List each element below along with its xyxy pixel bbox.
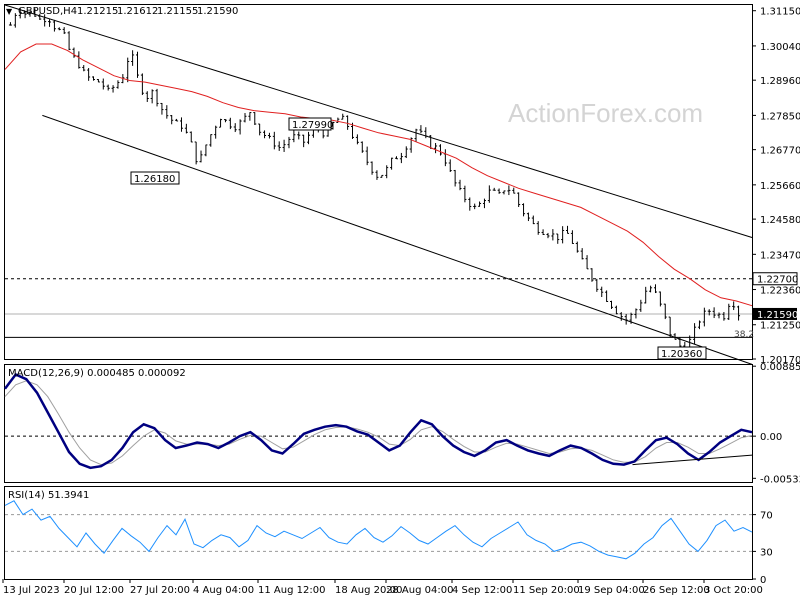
rsi-line bbox=[4, 500, 753, 560]
macd-tick-label: 0.00 bbox=[760, 432, 782, 443]
rsi-tick-label: 0 bbox=[760, 575, 766, 586]
macd-line bbox=[4, 372, 753, 470]
resistance-tag: 1.22700 bbox=[757, 275, 798, 286]
current-tag: 1.21590 bbox=[757, 310, 798, 321]
macd-tick-label: 0.00885 bbox=[760, 362, 800, 373]
macd-title: MACD(12,26,9) 0.000485 0.000092 bbox=[8, 368, 186, 379]
watermark: ActionForex.com bbox=[508, 98, 703, 128]
current-tag-box bbox=[753, 307, 797, 320]
low-label-2: 1.20360 bbox=[661, 349, 702, 360]
macd-tick-label: -0.005334 bbox=[760, 474, 800, 485]
x-tick-label: 27 Jul 20:00 bbox=[130, 585, 190, 596]
resistance-tag-box bbox=[752, 272, 798, 286]
close-value: 1.21590 bbox=[197, 6, 238, 17]
price-tick-label: 1.23470 bbox=[760, 250, 800, 261]
channel-lower-line bbox=[42, 114, 753, 365]
price-tick-label: 1.20170 bbox=[760, 355, 800, 366]
price-tick-label: 1.21250 bbox=[760, 321, 800, 332]
price-tick-label: 1.28960 bbox=[760, 76, 800, 87]
rsi-panel-frame bbox=[4, 486, 753, 580]
macd-divergence-line bbox=[632, 454, 753, 466]
x-tick-label: 11 Aug 12:00 bbox=[258, 585, 325, 596]
price-tick-label: 1.26770 bbox=[760, 146, 800, 157]
low-label-1: 1.26180 bbox=[134, 174, 175, 185]
x-tick-label: 26 Sep 12:00 bbox=[643, 585, 710, 596]
fib-label: 38.2 bbox=[734, 330, 754, 340]
x-tick-label: 4 Sep 12:00 bbox=[452, 585, 512, 596]
x-tick-label: 18 Aug 20:00 bbox=[335, 585, 402, 596]
price-tick-label: 1.30040 bbox=[760, 42, 800, 53]
rsi-tick-label: 70 bbox=[760, 511, 773, 522]
x-tick-label: 4 Aug 04:00 bbox=[193, 585, 254, 596]
x-tick-label: 20 Jul 12:00 bbox=[64, 585, 124, 596]
macd-panel-frame bbox=[4, 364, 753, 483]
high-label: 1.27990 bbox=[292, 120, 333, 131]
symbol-label: GBPUSD,H4 bbox=[18, 6, 77, 17]
price-tick-label: 1.27850 bbox=[760, 111, 800, 122]
collapse-triangle-icon[interactable]: ▼ bbox=[6, 7, 13, 16]
moving-average-line bbox=[4, 43, 753, 307]
low-label-1-box bbox=[130, 171, 180, 185]
rsi-title: RSI(14) 51.3941 bbox=[8, 490, 89, 501]
price-tick-label: 1.22360 bbox=[760, 286, 800, 297]
x-tick-label: 3 Oct 20:00 bbox=[704, 585, 763, 596]
rsi-tick-label: 30 bbox=[760, 547, 773, 558]
price-panel-frame bbox=[4, 4, 753, 360]
channel-upper-line bbox=[4, 4, 753, 238]
x-tick-label: 11 Sep 20:00 bbox=[513, 585, 580, 596]
x-tick-label: 19 Sep 04:00 bbox=[578, 585, 645, 596]
x-tick-label: 28 Aug 04:00 bbox=[386, 585, 453, 596]
x-tick-label: 13 Jul 2023 bbox=[3, 585, 60, 596]
price-tick-label: 1.25660 bbox=[760, 181, 800, 192]
low-label-2-box bbox=[657, 346, 707, 360]
low-value: 1.21155 bbox=[157, 6, 198, 17]
high-value: 1.21612 bbox=[117, 6, 158, 17]
open-value: 1.21215 bbox=[77, 6, 118, 17]
macd-signal-line bbox=[4, 380, 753, 466]
price-tick-label: 1.24580 bbox=[760, 215, 800, 226]
price-tick-label: 1.31150 bbox=[760, 7, 800, 18]
high-label-box bbox=[288, 117, 332, 131]
